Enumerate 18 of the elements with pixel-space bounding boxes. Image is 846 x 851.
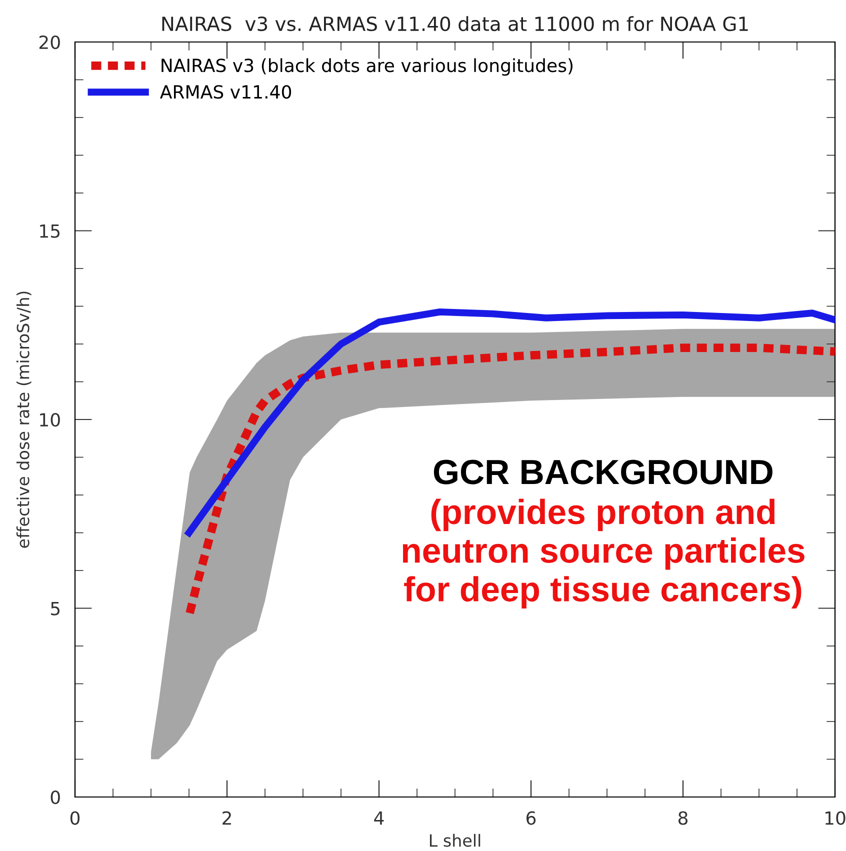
x-tick-label: 2	[222, 811, 231, 825]
y-tick-label: 20	[39, 35, 60, 50]
y-axis-title: effective dose rate (microSv/h)	[16, 292, 32, 548]
annotation: (provides proton and neutron source particles for deep tissue cancers)	[402, 498, 804, 608]
y-tick-label: 0	[50, 790, 60, 804]
x-tick-label: 0	[70, 811, 80, 825]
y-tick-label: 15	[40, 224, 60, 238]
x-tick-label: 8	[678, 811, 688, 825]
annotation: GCR BACKGROUND	[434, 460, 772, 484]
y-tick-label: 5	[51, 602, 60, 616]
chart-title: NAIRAS v3 vs. ARMAS v11.40 data at 11000 m for NOAA G1	[162, 16, 748, 32]
x-axis-title: L shell	[430, 834, 480, 847]
y-tick-label: 10	[40, 412, 60, 427]
x-tick-label: 4	[374, 811, 384, 825]
x-tick-label: 6	[526, 811, 536, 825]
x-tick-label: 10	[825, 811, 846, 825]
legend-label: NAIRAS v3 (black dots are various longitudes)	[162, 58, 573, 76]
legend-label: ARMAS v11.40	[160, 85, 292, 99]
